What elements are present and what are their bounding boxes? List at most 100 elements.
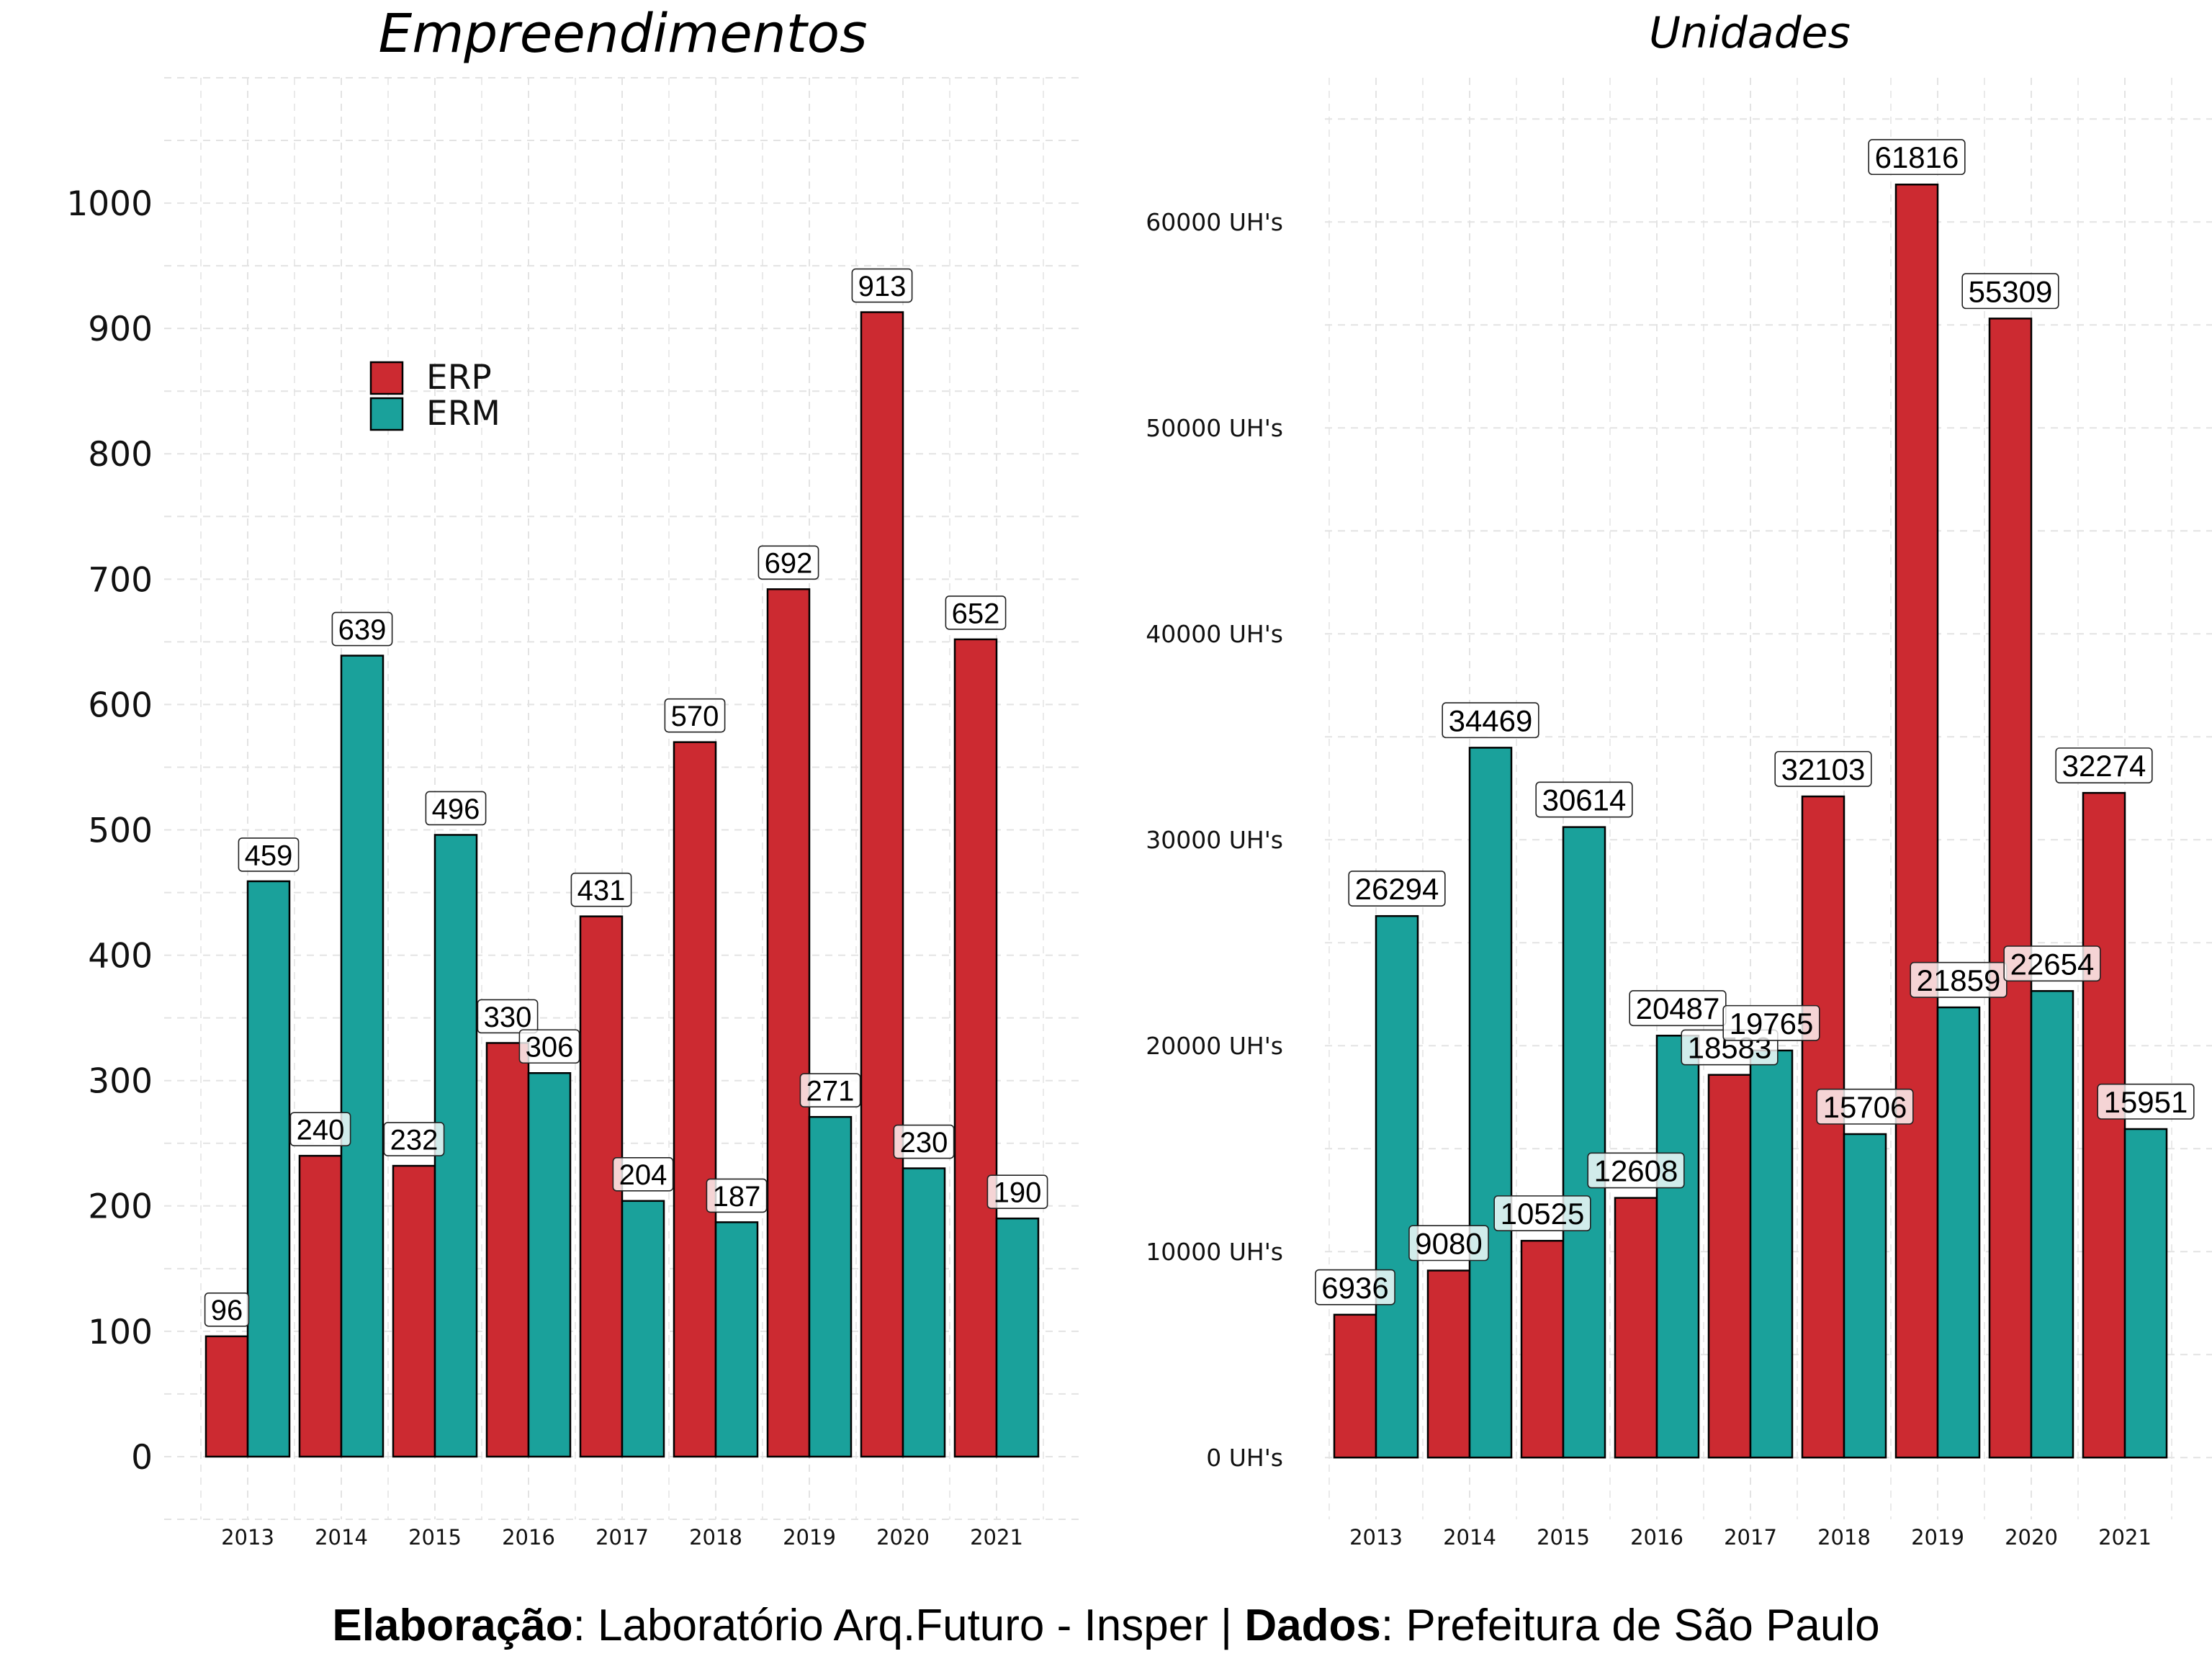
- x-tick-label: 2013: [1349, 1525, 1403, 1550]
- x-tick-label: 2017: [595, 1525, 649, 1550]
- data-label-box: [706, 1178, 768, 1213]
- data-label: 204: [619, 1159, 667, 1191]
- bar-erp-2021: [2082, 791, 2126, 1459]
- data-label: 652: [952, 598, 1000, 629]
- chart-panel-empreendimentos: Empreendimentos 0 100 200 300 400 500 600 700 800…: [66, 3, 1082, 1550]
- data-label-box: [425, 791, 487, 826]
- legend-key-erp: [369, 361, 404, 395]
- data-label-box: [383, 1122, 445, 1156]
- data-label: 30614: [1542, 783, 1627, 817]
- data-label: 10525: [1501, 1197, 1585, 1231]
- y-tick-label: 500: [88, 811, 153, 850]
- data-label: 639: [338, 614, 387, 646]
- data-label-box: [2097, 1083, 2195, 1120]
- data-label: 20487: [1636, 992, 1720, 1025]
- bar-erm-2014: [340, 655, 385, 1458]
- data-label-box: [799, 1073, 861, 1107]
- data-label: 19765: [1730, 1007, 1814, 1040]
- data-label: 61816: [1875, 140, 1959, 174]
- data-label-box: [1408, 1225, 1489, 1262]
- y-tick-label: 50000 UH's: [1146, 414, 1283, 442]
- data-label: 32103: [1781, 752, 1866, 786]
- y-tick-label: 1000: [66, 184, 153, 224]
- bar-erp-2019: [1894, 184, 1939, 1459]
- x-tick-label: 2020: [876, 1525, 930, 1550]
- x-tick-label: 2016: [1630, 1525, 1683, 1550]
- data-label: 96: [211, 1295, 243, 1326]
- bar-erm-2017: [1749, 1049, 1794, 1459]
- data-label-box: [1774, 750, 1872, 787]
- x-tick-label: 2021: [970, 1525, 1023, 1550]
- data-label-box: [289, 1112, 351, 1146]
- bar-erp-2018: [673, 741, 717, 1458]
- bar-erp-2013: [204, 1335, 249, 1458]
- data-label: 15951: [2104, 1085, 2188, 1119]
- data-label-box: [1587, 1152, 1685, 1189]
- data-label: 271: [806, 1076, 855, 1107]
- y-tick-label: 900: [88, 310, 153, 349]
- caption-text-elaboracao: : Laboratório Arq.Futuro - Insper |: [572, 1601, 1245, 1650]
- legend-label-erp: ERP: [426, 358, 492, 397]
- y-tick-label: 0: [131, 1438, 153, 1478]
- x-tick-label: 2014: [315, 1525, 368, 1550]
- data-label: 330: [484, 1002, 532, 1033]
- data-label: 34469: [1449, 703, 1533, 737]
- chart-title: Unidades: [1649, 8, 1851, 58]
- data-label-box: [893, 1124, 955, 1159]
- data-label-box: [518, 1029, 580, 1064]
- data-label: 6936: [1321, 1271, 1388, 1305]
- bar-erm-2016: [1655, 1035, 1700, 1459]
- data-label: 55309: [1969, 274, 2053, 308]
- data-label-box: [851, 268, 913, 303]
- data-label-box: [204, 1292, 250, 1327]
- bar-erp-2013: [1333, 1313, 1377, 1459]
- data-label-box: [1816, 1088, 1914, 1125]
- bar-erm-2015: [1562, 826, 1606, 1459]
- bar-erm-2021: [2123, 1128, 2168, 1459]
- bar-erp-2017: [1707, 1074, 1752, 1459]
- x-tick-label: 2020: [2005, 1525, 2058, 1550]
- bar-erp-2020: [860, 311, 904, 1458]
- data-label-box: [1868, 139, 1966, 176]
- x-tick-label: 2013: [221, 1525, 274, 1550]
- data-label-box: [1722, 1004, 1820, 1041]
- bar-erp-2014: [298, 1154, 343, 1458]
- bar-erm-2013: [1375, 914, 1419, 1459]
- x-tick-label: 2019: [783, 1525, 836, 1550]
- data-label: 9080: [1415, 1226, 1482, 1260]
- data-label-box: [1442, 702, 1539, 739]
- caption-label-dados: Dados: [1244, 1601, 1381, 1650]
- data-label: 570: [671, 701, 719, 732]
- data-label-box: [477, 999, 539, 1034]
- data-label-box: [570, 872, 632, 907]
- data-label: 22654: [2010, 947, 2095, 981]
- data-label: 913: [858, 271, 907, 302]
- data-label-box: [612, 1157, 674, 1192]
- data-label: 190: [994, 1177, 1042, 1209]
- y-tick-label: 600: [88, 685, 153, 725]
- data-label: 12608: [1594, 1154, 1678, 1188]
- bar-erp-2016: [1614, 1197, 1658, 1459]
- y-tick-label: 300: [88, 1062, 153, 1102]
- data-label: 15706: [1823, 1090, 1907, 1124]
- bar-erm-2018: [714, 1221, 759, 1458]
- data-label: 32274: [2062, 749, 2146, 783]
- y-tick-label: 10000 UH's: [1146, 1238, 1283, 1266]
- data-label-box: [238, 837, 300, 872]
- y-tick-label: 30000 UH's: [1146, 826, 1283, 854]
- bar-erm-2019: [808, 1115, 853, 1458]
- bar-erm-2013: [246, 880, 291, 1458]
- y-tick-label: 60000 UH's: [1146, 208, 1283, 236]
- data-label: 21859: [1917, 963, 2001, 997]
- chart-title: Empreendimentos: [378, 3, 867, 65]
- data-label-box: [945, 595, 1007, 630]
- bar-erm-2016: [527, 1072, 572, 1458]
- bar-erp-2015: [392, 1164, 436, 1458]
- y-tick-label: 200: [88, 1187, 153, 1227]
- caption-text-dados: : Prefeitura de São Paulo: [1380, 1601, 1880, 1650]
- bar-erp-2016: [485, 1042, 530, 1458]
- y-tick-label: 400: [88, 937, 153, 976]
- x-tick-label: 2017: [1724, 1525, 1777, 1550]
- bar-erm-2018: [1843, 1133, 1887, 1459]
- x-tick-label: 2015: [1537, 1525, 1590, 1550]
